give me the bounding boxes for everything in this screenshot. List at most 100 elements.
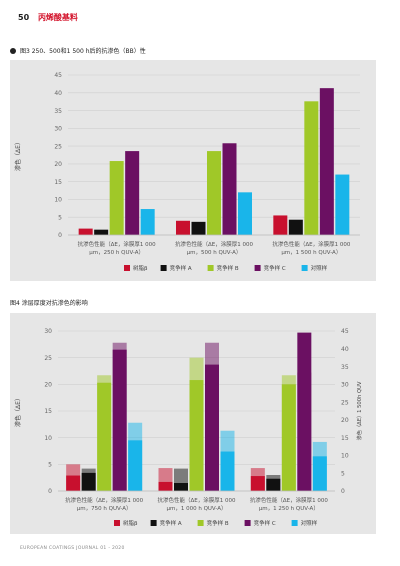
y-tick-label: 25 [54,143,62,150]
legend-swatch [150,520,157,526]
y-tick-label: 20 [54,161,62,168]
figure-3-chart: 0 5 10 15 20 25 30 35 40 45 渗色（ΔE） 抗渗色性能（ΔE，涂膜厚1 00… [14,72,360,272]
legend-swatch [244,520,251,526]
legend-swatch [291,520,298,526]
y-tick-label: 10 [44,435,52,442]
x-tick-label-line2: μm，1 000 h QUV-A） [166,505,226,512]
section-title: 丙烯酸基料 [37,13,78,22]
bar [222,143,237,235]
bar [128,440,143,491]
x-tick-label: 抗渗色性能（ΔE，涂膜厚1 000 [158,496,236,504]
bar [312,456,327,491]
legend-label: 竞争样 A [160,519,182,527]
figure-4-title-text: 图4 涂层厚度对抗渗色的影响 [10,300,88,307]
bullet-icon [10,48,16,54]
bar [109,161,124,235]
y-tick-label: 5 [58,214,62,221]
y-axis-label: 渗色（ΔE） [14,395,22,427]
y-right-tick-label: 10 [341,453,349,460]
legend-label: 树脂β [133,264,148,272]
y-tick-label: 30 [54,126,62,133]
bar [97,382,112,491]
figure-3-title-text: 图3 250、500和1 500 h后的抗渗色（BB）性 [20,48,146,55]
y-tick-label: 25 [44,355,52,362]
y-right-tick-label: 25 [341,399,349,406]
legend-swatch [301,265,308,271]
y-tick-label: 10 [54,197,62,204]
legend-label: 竞争样 A [170,264,192,272]
footer: EUROPEAN COATINGS JOURNAL 01 - 2020 [20,546,125,551]
y-right-tick-label: 30 [341,382,349,389]
legend-swatch [197,520,204,526]
legend-label: 竞争样 C [254,519,276,527]
y-tick-label: 5 [48,462,52,469]
y-tick-label: 0 [48,488,52,495]
legend-swatch [114,520,120,526]
bar [297,332,312,491]
bar [81,472,96,491]
bar [176,220,190,235]
page-number: 50 [18,13,30,22]
bar [288,219,303,235]
x-tick-label-line2: μm，250 h QUV-A） [89,249,144,256]
page-header: 50 丙烯酸基料 [18,12,78,23]
y-axis-label: 渗色（ΔE） [14,139,22,171]
y-tick-label: 15 [44,408,52,415]
y-right-tick-label: 15 [341,435,349,442]
legend-swatch [160,265,167,271]
bar [319,88,334,236]
y-tick-label: 45 [54,72,62,79]
bar [304,101,319,235]
x-tick-label-line2: μm，1 250 h QUV-A） [259,505,319,512]
bar [281,384,296,491]
y-tick-label: 30 [44,328,52,335]
y-tick-label: 0 [58,232,62,239]
x-tick-label-line2: μm，750 h QUV-A） [77,505,132,512]
legend-swatch [207,265,214,271]
y-tick-label: 20 [44,382,52,389]
legend-label: 树脂β [123,519,138,527]
x-tick-label: 抗渗色性能（ΔE，涂膜厚1 000 [272,240,350,248]
y-tick-label: 15 [54,179,62,186]
bar [158,481,173,491]
legend-swatch [124,265,130,271]
y-right-tick-label: 0 [341,488,345,495]
x-tick-label: 抗渗色性能（ΔE，涂膜厚1 000 [175,240,253,248]
bar [250,476,265,491]
bar [125,151,140,235]
figure-3-panel: 0 5 10 15 20 25 30 35 40 45 渗色（ΔE） 抗渗色性能（ΔE，涂膜厚1 00… [10,60,376,281]
bar [94,229,109,235]
legend-label: 竞争样 C [264,264,286,272]
bar [273,215,288,235]
bar [112,349,127,491]
bar [140,209,155,235]
x-tick-label: 抗渗色性能（ΔE，涂膜厚1 000 [250,496,328,504]
figure-3-title: 图3 250、500和1 500 h后的抗渗色（BB）性 [10,46,146,55]
y-right-tick-label: 5 [341,470,345,477]
bar [78,228,93,235]
x-tick-label: 抗渗色性能（ΔE，涂膜厚1 000 [65,496,143,504]
y-right-tick-label: 35 [341,364,349,371]
bar [205,364,219,491]
figure-4-panel: 0 5 10 15 20 25 30 渗色（ΔE） 0 5 10 15 20 25 30 35 40 45 渗色（Δ… [10,313,376,534]
bar [66,475,81,491]
bar [335,174,350,235]
bar [191,221,206,235]
bar [220,451,235,491]
figure-4-chart: 0 5 10 15 20 25 30 渗色（ΔE） 0 5 10 15 20 25 30 35 40 45 渗色（Δ… [14,328,363,527]
x-tick-label-line2: μm，500 h QUV-A） [187,249,242,256]
legend-swatch [254,265,261,271]
x-tick-label-line2: μm，1 500 h QUV-A） [281,249,341,256]
legend-label: 对照样 [301,519,318,527]
y-right-tick-label: 45 [341,328,349,335]
y-right-tick-label: 40 [341,346,349,353]
bar [174,483,188,491]
legend-label: 竞争样 B [207,519,229,527]
legend-label: 竞争样 B [217,264,239,272]
bar [266,478,281,491]
legend-label: 对照样 [311,264,328,272]
y-right-axis-label: 渗色（ΔE）1 500h QUV [355,381,363,440]
bar [207,151,221,235]
y-tick-label: 35 [54,108,62,115]
figure-4-title: 图4 涂层厚度对抗渗色的影响 [10,298,88,307]
